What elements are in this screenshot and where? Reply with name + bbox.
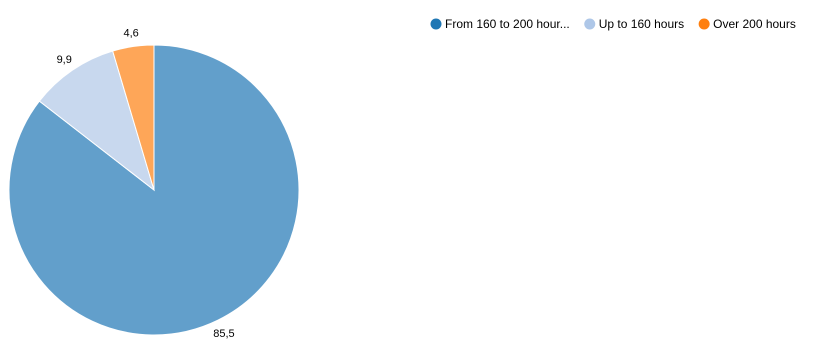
- pie-value-label-from-160-to-200-hour: 85,5: [213, 328, 234, 340]
- legend-swatch-over-200-hours: [698, 18, 710, 30]
- legend-item-up-to-160-hours[interactable]: Up to 160 hours: [584, 17, 684, 31]
- pie-slices: [8, 44, 300, 336]
- legend-label-from-160-to-200-hour: From 160 to 200 hour...: [445, 17, 570, 31]
- pie-slice-over-200-hours[interactable]: [112, 44, 155, 191]
- legend-swatch-from-160-to-200-hour: [430, 18, 442, 30]
- pie-value-label-over-200-hours: 4,6: [123, 28, 138, 40]
- pie-value-label-up-to-160-hours: 9,9: [57, 54, 72, 66]
- pie-slice-up-to-160-hours[interactable]: [38, 50, 155, 192]
- legend-item-from-160-to-200-hour[interactable]: From 160 to 200 hour...: [430, 17, 570, 31]
- legend: From 160 to 200 hour... Up to 160 hours Ov…: [430, 17, 796, 31]
- legend-label-over-200-hours: Over 200 hours: [713, 17, 796, 31]
- legend-label-up-to-160-hours: Up to 160 hours: [599, 17, 684, 31]
- pie-value-labels: 85,5 9,9 4,6: [57, 28, 235, 340]
- legend-item-over-200-hours[interactable]: Over 200 hours: [698, 17, 796, 31]
- legend-swatch-up-to-160-hours: [584, 18, 596, 30]
